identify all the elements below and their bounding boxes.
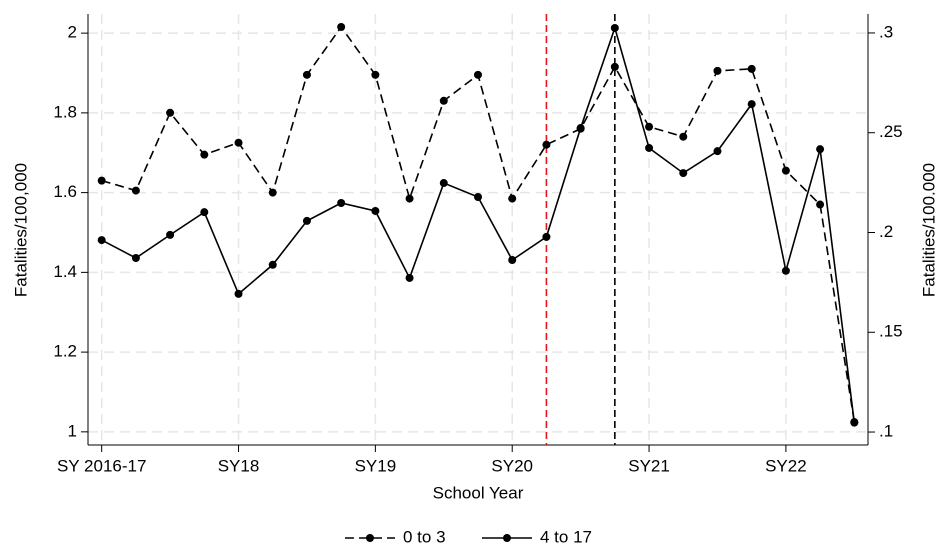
legend-label: 4 to 17	[540, 527, 592, 546]
data-point	[645, 143, 654, 152]
x-tick-label: SY18	[218, 456, 260, 475]
series-line	[101, 25, 856, 423]
y2-tick-label: .1	[879, 422, 893, 441]
x-tick-label: SY19	[355, 456, 397, 475]
x-tick-label: SY20	[491, 456, 533, 475]
y-tick-label: 1	[68, 421, 77, 440]
data-point	[97, 236, 106, 245]
data-point	[337, 22, 346, 31]
data-point	[610, 62, 619, 71]
data-point	[508, 194, 517, 203]
legend-marker	[366, 534, 374, 542]
data-point	[131, 254, 140, 263]
data-point	[200, 208, 209, 217]
series-line	[101, 25, 856, 423]
data-point	[97, 176, 106, 185]
y-axis-title: Fatalities/100,000	[11, 163, 30, 297]
data-point	[371, 70, 380, 79]
y-tick-label: 1.4	[53, 262, 77, 281]
y-tick-label: 1.6	[53, 182, 77, 201]
data-point	[508, 256, 517, 265]
data-point	[302, 216, 311, 225]
data-point	[816, 145, 825, 154]
data-point	[781, 166, 790, 175]
data-point	[439, 179, 448, 188]
data-point	[713, 66, 722, 75]
data-point	[781, 266, 790, 275]
data-point	[747, 64, 756, 73]
y2-tick-label: .3	[879, 22, 893, 41]
data-point	[474, 70, 482, 79]
data-point	[542, 140, 551, 149]
data-point	[439, 96, 448, 105]
data-point	[200, 150, 209, 159]
data-point	[337, 198, 346, 207]
data-point	[371, 206, 380, 215]
y2-tick-label: .15	[879, 322, 903, 341]
data-point	[747, 100, 756, 109]
data-point	[679, 169, 688, 178]
data-point	[268, 260, 277, 269]
y-tick-label: 1.2	[53, 342, 77, 361]
y2-tick-label: .2	[879, 222, 893, 241]
data-point	[166, 230, 175, 239]
data-point	[405, 273, 414, 282]
y-tick-label: 1.8	[53, 102, 77, 121]
data-point	[302, 70, 311, 79]
data-point	[474, 193, 482, 202]
x-tick-label: SY22	[765, 456, 807, 475]
data-point	[234, 138, 243, 147]
data-point	[268, 188, 277, 197]
data-point	[542, 232, 551, 241]
x-tick-label: SY21	[628, 456, 670, 475]
data-point	[645, 122, 654, 131]
y2-tick-label: .25	[879, 122, 903, 141]
data-point	[166, 108, 175, 117]
data-point	[816, 200, 825, 209]
x-tick-label: SY 2016-17	[57, 456, 146, 475]
legend-marker	[503, 534, 511, 542]
data-point	[610, 23, 619, 32]
data-point	[576, 124, 585, 133]
y2-axis-title: Fatalities/100.000	[919, 163, 938, 297]
data-point	[850, 418, 859, 427]
data-point	[131, 186, 140, 195]
data-point	[405, 194, 414, 203]
data-point	[234, 289, 243, 298]
x-axis-title: School Year	[433, 483, 524, 502]
data-point	[713, 147, 722, 156]
data-point	[679, 132, 688, 141]
legend-label: 0 to 3	[403, 527, 446, 546]
y-tick-label: 2	[68, 23, 77, 42]
